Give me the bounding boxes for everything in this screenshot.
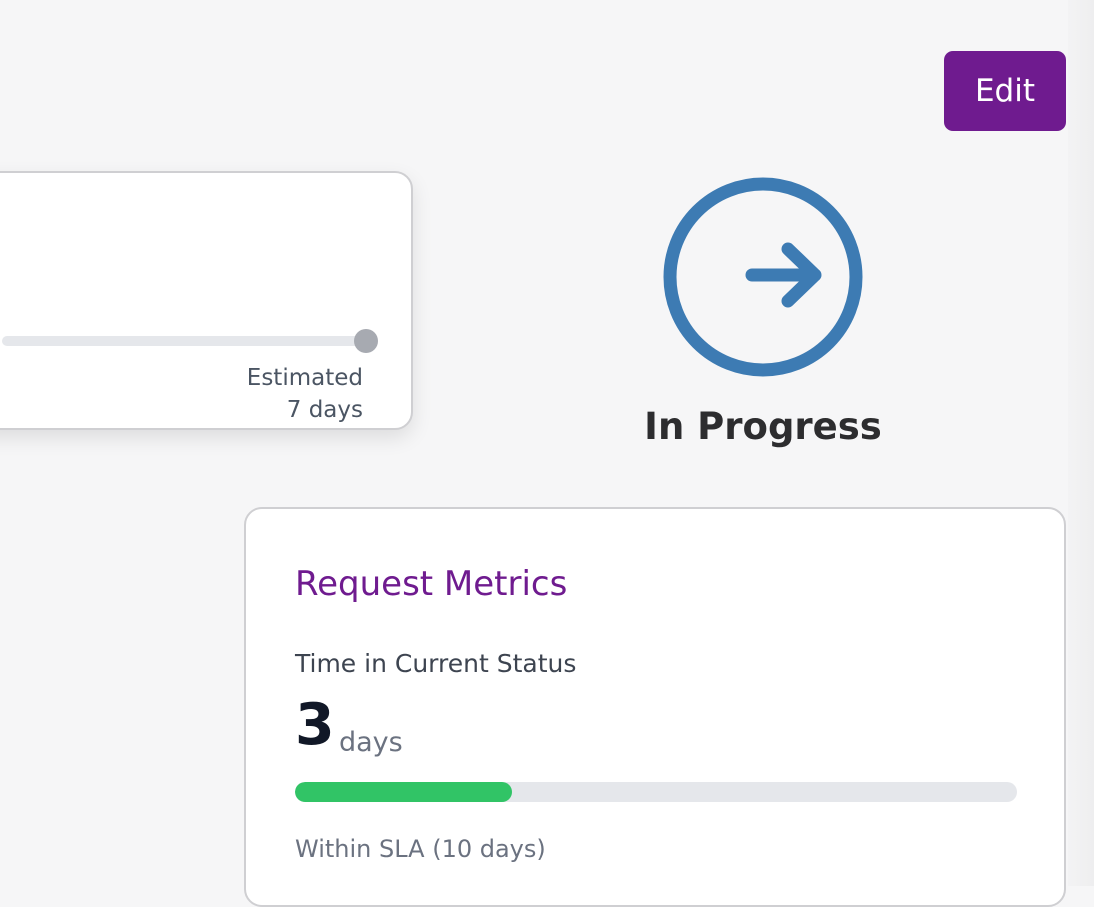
sla-progress-track bbox=[295, 782, 1017, 802]
edit-button[interactable]: Edit bbox=[944, 51, 1066, 131]
status-label: In Progress bbox=[644, 405, 882, 448]
time-in-current-status-value: 3 bbox=[295, 692, 335, 758]
estimated-label: Estimated bbox=[246, 365, 363, 391]
arrow-right-circle-icon bbox=[663, 177, 863, 377]
time-in-current-status-label: Time in Current Status bbox=[295, 649, 577, 678]
timeline-track bbox=[2, 336, 367, 346]
timeline-card: Estimated 7 days bbox=[0, 171, 413, 430]
metrics-title: Request Metrics bbox=[295, 564, 568, 604]
timeline-end-marker bbox=[354, 329, 378, 353]
estimated-value: 7 days bbox=[286, 397, 363, 423]
time-unit: days bbox=[339, 727, 403, 758]
request-metrics-card: Request Metrics Time in Current Status 3… bbox=[244, 507, 1066, 907]
sla-progress-fill bbox=[295, 782, 512, 802]
sla-status-text: Within SLA (10 days) bbox=[295, 835, 546, 863]
scrollbar-track[interactable] bbox=[1068, 0, 1094, 886]
